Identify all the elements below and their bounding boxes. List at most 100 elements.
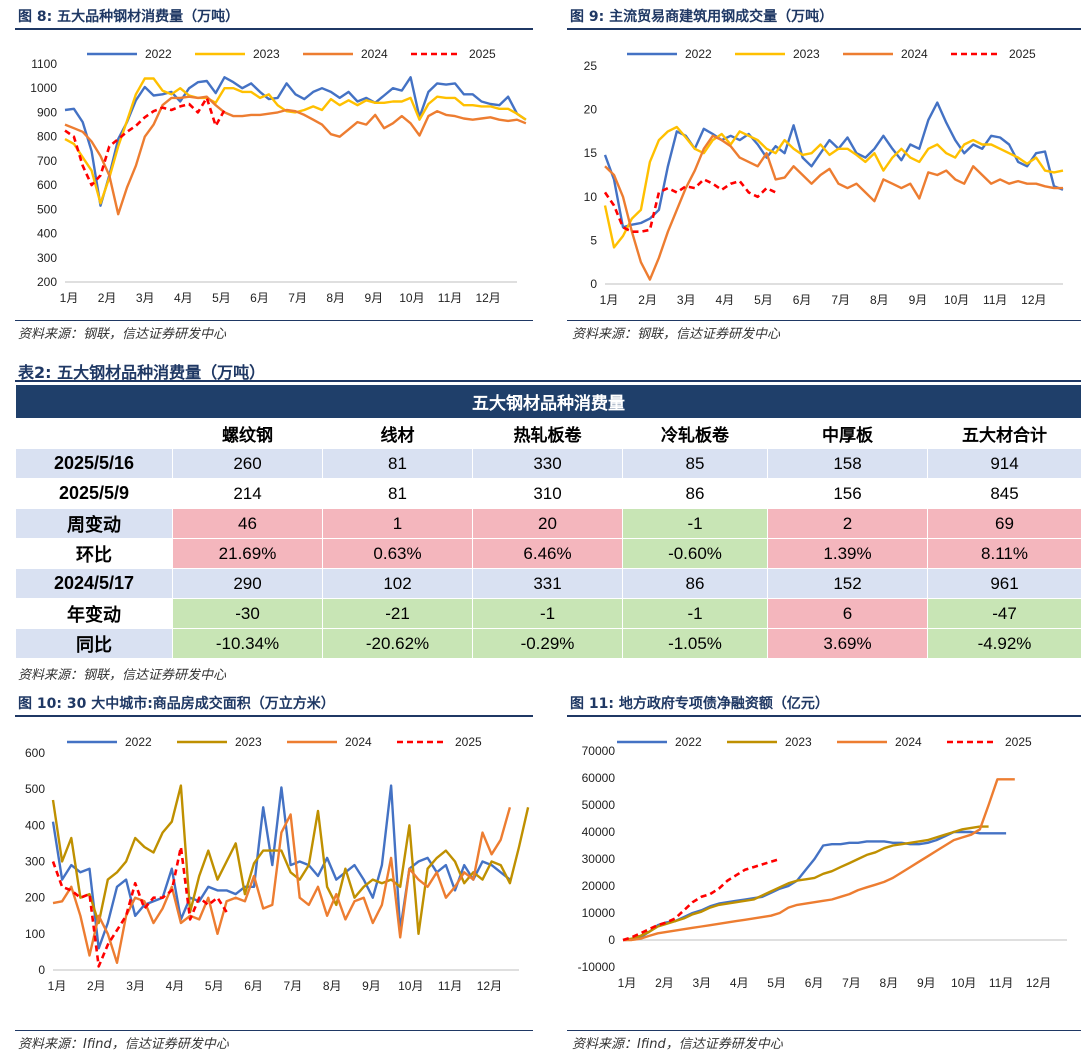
steel-consumption-table: 五大钢材品种消费量 螺纹钢 线材 热轧板卷 冷轧板卷 中厚板 五大材合计 2025/5/1… bbox=[15, 384, 1082, 659]
table-cell: -1 bbox=[622, 598, 768, 629]
table-cell: 81 bbox=[322, 448, 473, 479]
x-tick-label: 11月 bbox=[983, 293, 1007, 307]
table-row-label: 环比 bbox=[15, 538, 173, 569]
table-cell: 46 bbox=[172, 508, 323, 539]
y-tick-label: 0 bbox=[590, 277, 597, 291]
legend-label-2025: 2025 bbox=[455, 735, 482, 749]
fig8-title-rule bbox=[15, 28, 533, 30]
fig11-source-rule bbox=[567, 1030, 1081, 1031]
x-tick-label: 3月 bbox=[126, 979, 145, 993]
y-tick-label: -10000 bbox=[578, 960, 616, 974]
series-line-2022 bbox=[64, 76, 527, 207]
table-cell: 6 bbox=[767, 598, 928, 629]
x-tick-label: 4月 bbox=[166, 979, 185, 993]
y-tick-label: 700 bbox=[37, 154, 57, 168]
x-tick-label: 4月 bbox=[730, 976, 749, 990]
x-tick-label: 5月 bbox=[767, 976, 786, 990]
table-cell: -10.34% bbox=[172, 628, 323, 659]
fig10-chart: 0 100 200 300 400 500 600 1月 2月 3月 4月 5月 6月 7月 8月 9月 10月… bbox=[25, 735, 530, 993]
y-tick-label: 50000 bbox=[582, 798, 616, 812]
series-line-2025 bbox=[51, 845, 228, 968]
table-row: 年变动 -30 -21 -1 -1 6 -47 bbox=[15, 598, 1082, 629]
y-tick-label: 400 bbox=[37, 227, 57, 241]
table-cell: 0.63% bbox=[322, 538, 473, 569]
legend-label-2022: 2022 bbox=[685, 47, 712, 61]
table-cell: 86 bbox=[622, 478, 768, 509]
legend-label-2024: 2024 bbox=[895, 735, 922, 749]
x-tick-label: 2月 bbox=[638, 293, 657, 307]
table-header-row: 螺纹钢 线材 热轧板卷 冷轧板卷 中厚板 五大材合计 bbox=[15, 418, 1082, 449]
fig10-title-label: 图 10: bbox=[18, 696, 62, 712]
series-line-2024 bbox=[604, 134, 1063, 281]
table-cell: 330 bbox=[472, 448, 623, 479]
y-tick-label: 10000 bbox=[582, 906, 616, 920]
y-tick-label: 70000 bbox=[582, 744, 616, 758]
table-row-label: 2025/5/9 bbox=[15, 478, 173, 509]
legend-label-2024: 2024 bbox=[901, 47, 928, 61]
x-tick-label: 6月 bbox=[244, 979, 263, 993]
table-cell: 86 bbox=[622, 568, 768, 599]
fig9-source: 资料来源：钢联，信达证券研发中心 bbox=[572, 327, 781, 342]
fig10-source: 资料来源：Ifind，信达证券研发中心 bbox=[18, 1037, 229, 1052]
table-row-label: 2024/5/17 bbox=[15, 568, 173, 599]
x-tick-label: 12月 bbox=[1026, 976, 1051, 990]
x-tick-label: 1月 bbox=[60, 291, 79, 305]
fig10-title-rule bbox=[15, 715, 533, 717]
y-tick-label: 20 bbox=[584, 103, 598, 117]
fig9-title-label: 图 9: bbox=[570, 9, 605, 25]
fig8-source: 资料来源：钢联，信达证券研发中心 bbox=[18, 327, 227, 342]
x-tick-label: 1月 bbox=[618, 976, 637, 990]
y-tick-label: 300 bbox=[37, 251, 57, 265]
table-cell: 214 bbox=[172, 478, 323, 509]
fig8-title-label: 图 8: bbox=[18, 9, 53, 25]
y-tick-label: 10 bbox=[584, 190, 598, 204]
fig11-title-rule bbox=[567, 715, 1081, 717]
table-row-label: 2025/5/16 bbox=[15, 448, 173, 479]
fig11-title: 图 11: 地方政府专项债净融资额（亿元） bbox=[570, 693, 829, 713]
series-line-2025 bbox=[64, 96, 226, 187]
table2-title: 表2: 五大钢材品种消费量（万吨） bbox=[18, 359, 265, 383]
table-cell: 331 bbox=[472, 568, 623, 599]
table-cell: -47 bbox=[927, 598, 1082, 629]
y-tick-label: 400 bbox=[25, 818, 45, 832]
fig9-title-rule bbox=[567, 28, 1081, 30]
x-tick-label: 2月 bbox=[655, 976, 674, 990]
y-tick-label: 600 bbox=[25, 746, 45, 760]
x-tick-label: 4月 bbox=[716, 293, 735, 307]
table-cell: 158 bbox=[767, 448, 928, 479]
table-cell: 81 bbox=[322, 478, 473, 509]
legend-label-2025: 2025 bbox=[1005, 735, 1032, 749]
x-tick-label: 3月 bbox=[136, 291, 155, 305]
fig8-chart: 200 300 400 500 600 700 800 900 1000 1100 1月 2月 3月 4月… bbox=[30, 47, 527, 305]
x-tick-label: 6月 bbox=[793, 293, 812, 307]
y-tick-label: 800 bbox=[37, 130, 57, 144]
x-tick-label: 10月 bbox=[398, 979, 423, 993]
table-header-cell: 中厚板 bbox=[767, 418, 928, 449]
legend-label-2023: 2023 bbox=[253, 47, 280, 61]
fig10-source-rule bbox=[15, 1030, 533, 1031]
table2-title-label: 表2: bbox=[18, 363, 52, 382]
x-tick-label: 2月 bbox=[87, 979, 106, 993]
x-tick-label: 7月 bbox=[284, 979, 303, 993]
y-tick-label: 20000 bbox=[582, 879, 616, 893]
x-tick-label: 8月 bbox=[326, 291, 345, 305]
table-row: 周变动 46 1 20 -1 2 69 bbox=[15, 508, 1082, 539]
y-tick-label: 1100 bbox=[31, 57, 57, 71]
y-tick-label: 25 bbox=[584, 59, 598, 73]
table-header-cell bbox=[15, 418, 173, 449]
table-row: 环比 21.69% 0.63% 6.46% -0.60% 1.39% 8.11% bbox=[15, 538, 1082, 569]
fig10-title-text: 30 大中城市:商品房成交面积（万立方米） bbox=[66, 696, 335, 712]
x-tick-label: 8月 bbox=[870, 293, 889, 307]
table-cell: -20.62% bbox=[322, 628, 473, 659]
y-tick-label: 60000 bbox=[582, 771, 616, 785]
x-tick-label: 5月 bbox=[212, 291, 231, 305]
table-row-label: 周变动 bbox=[15, 508, 173, 539]
x-tick-label: 1月 bbox=[48, 979, 67, 993]
table-header-cell: 螺纹钢 bbox=[172, 418, 323, 449]
series-line-2025 bbox=[622, 857, 781, 942]
y-tick-label: 300 bbox=[25, 855, 45, 869]
x-tick-label: 1月 bbox=[600, 293, 619, 307]
table-header-cell: 五大材合计 bbox=[927, 418, 1082, 449]
table-cell: 20 bbox=[472, 508, 623, 539]
series-line-2023 bbox=[622, 825, 989, 942]
